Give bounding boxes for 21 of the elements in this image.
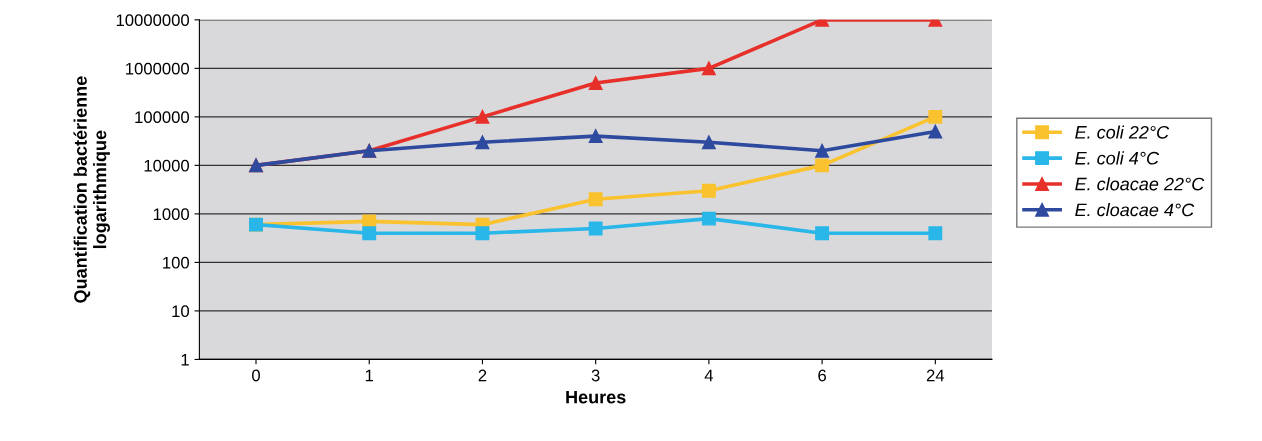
- x-tick-label: 0: [252, 369, 260, 382]
- y-tick-label: 1000: [153, 208, 190, 221]
- x-tick-label: 2: [478, 369, 487, 382]
- legend-label: E. cloacae 4°C: [1075, 203, 1195, 217]
- x-axis-title: Heures: [566, 390, 626, 404]
- y-axis-title: Quantification bactérienne logarithmique: [73, 76, 110, 303]
- legend-label: E. coli 22°C: [1075, 125, 1170, 139]
- y-tick-label: 1: [181, 353, 189, 366]
- y-tick-label: 100: [163, 256, 190, 269]
- y-tick-label: 10000000: [116, 14, 190, 27]
- y-tick-label: 10: [172, 305, 190, 318]
- x-tick-label: 4: [704, 369, 714, 382]
- y-tick-label: 100000: [135, 111, 190, 124]
- x-tick-label: 24: [926, 369, 945, 382]
- x-tick-label: 3: [591, 369, 600, 382]
- x-tick-label: 6: [818, 369, 827, 382]
- y-tick-label: 1000000: [126, 62, 190, 75]
- y-tick-label: 10000: [144, 159, 190, 172]
- legend-label: E. coli 4°C: [1075, 151, 1160, 165]
- legend-label: E. cloacae 22°C: [1075, 177, 1205, 191]
- x-tick-label: 1: [365, 369, 374, 382]
